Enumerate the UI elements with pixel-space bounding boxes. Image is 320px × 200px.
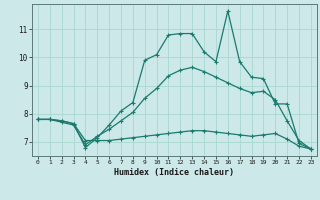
X-axis label: Humidex (Indice chaleur): Humidex (Indice chaleur): [115, 168, 234, 177]
